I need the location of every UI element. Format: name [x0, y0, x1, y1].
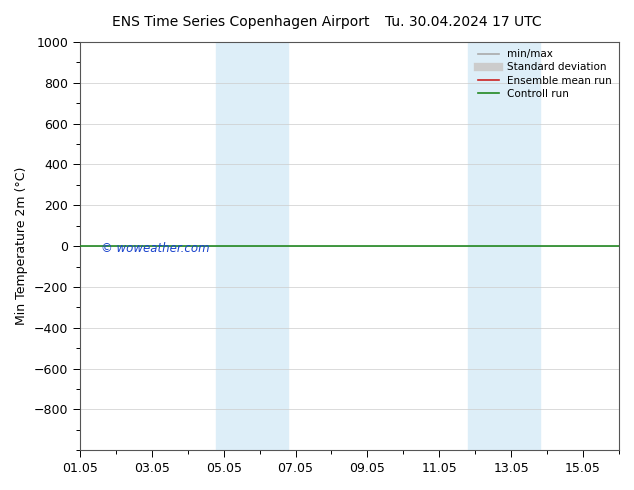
Bar — [468, 42, 540, 450]
Y-axis label: Min Temperature 2m (°C): Min Temperature 2m (°C) — [15, 167, 28, 325]
Text: © woweather.com: © woweather.com — [101, 242, 210, 255]
Legend: min/max, Standard deviation, Ensemble mean run, Controll run: min/max, Standard deviation, Ensemble me… — [474, 45, 616, 103]
Text: ENS Time Series Copenhagen Airport: ENS Time Series Copenhagen Airport — [112, 15, 370, 29]
Text: Tu. 30.04.2024 17 UTC: Tu. 30.04.2024 17 UTC — [384, 15, 541, 29]
Bar — [216, 42, 288, 450]
